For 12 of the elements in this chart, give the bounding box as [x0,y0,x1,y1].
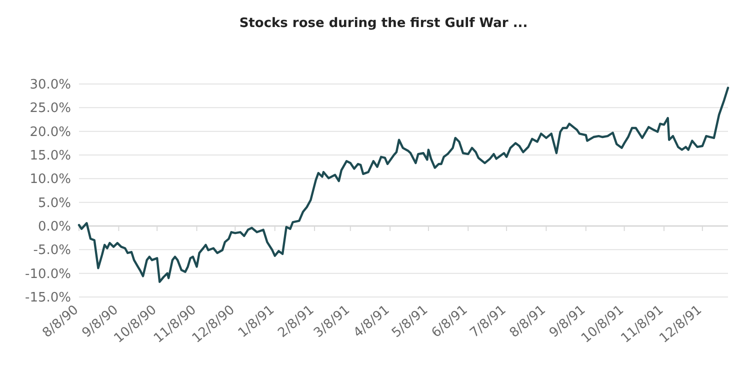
y-tick-label: 30.0% [30,78,71,93]
y-tick-label: -10.0% [25,266,71,282]
y-tick-label: 20.0% [30,124,71,140]
y-tick-label: -15.0% [25,290,71,306]
y-tick-label: 10.0% [30,172,71,188]
y-tick-label: 25.0% [30,101,71,116]
chart-title: Stocks rose during the first Gulf War ... [239,16,528,31]
y-tick-label: 0.0% [38,220,71,235]
y-tick-label: -5.0% [33,243,71,258]
line-series [78,86,730,283]
y-tick-label: 15.0% [30,148,71,164]
y-tick-label: 5.0% [38,196,71,211]
